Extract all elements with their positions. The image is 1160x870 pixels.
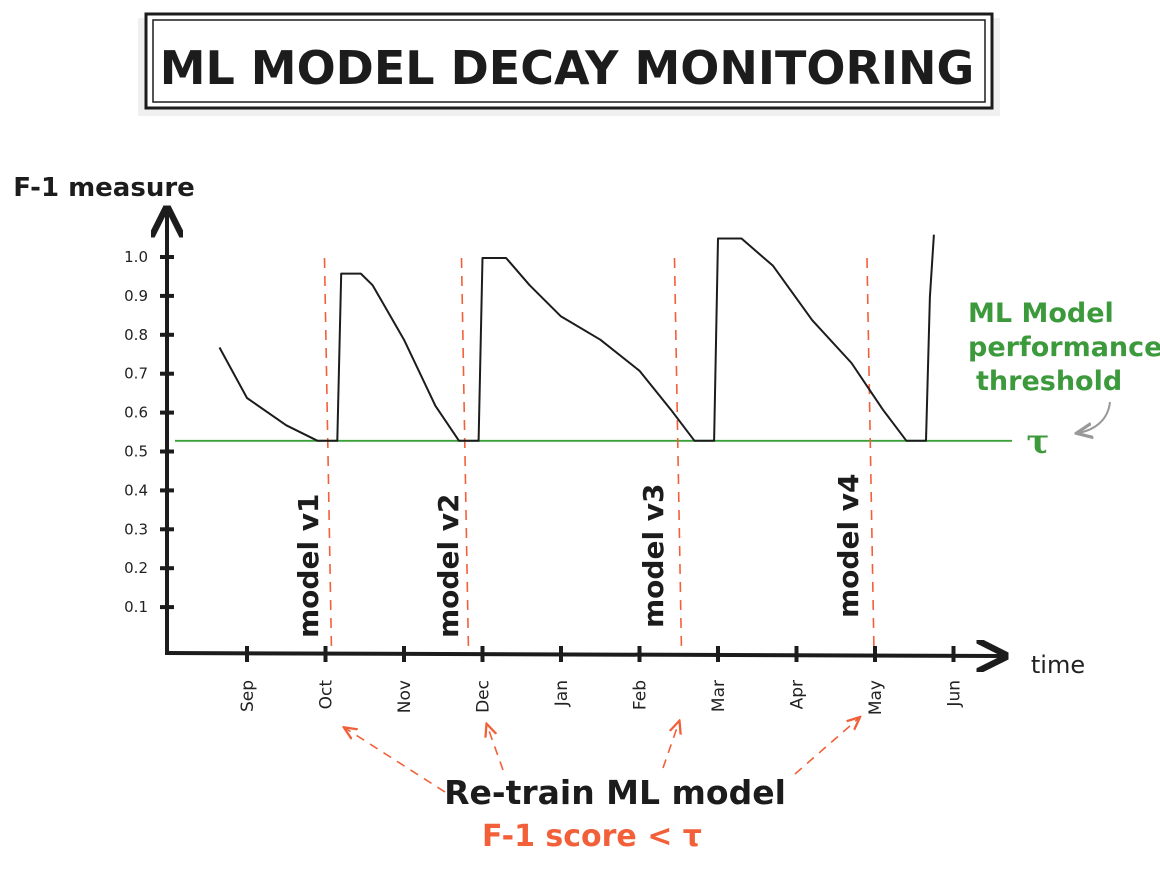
y-axis-label: F-1 measure — [13, 173, 195, 203]
model-label: model v1 — [292, 493, 325, 638]
title-inner-frame — [152, 19, 986, 103]
performance-curve — [218, 234, 935, 442]
y-ticks: 1.0 0.9 0.8 0.7 0.6 0.5 0.4 0.3 0.2 0.1 — [124, 248, 174, 616]
page-title: ML MODEL DECAY MONITORING — [160, 41, 975, 95]
title-frame — [144, 12, 994, 110]
y-tick-label: 0.2 — [124, 559, 148, 577]
threshold-note-arrow — [1078, 401, 1111, 433]
threshold-note: ML Model performance threshold — [968, 298, 1160, 397]
model-labels: model v1 model v2 model v3 model v4 — [292, 473, 865, 638]
condition-label: F-1 score < τ — [482, 819, 702, 854]
retrain-lines — [323, 257, 875, 653]
retrain-arrow-oct — [345, 728, 446, 793]
threshold-symbol: τ — [1027, 422, 1050, 462]
y-tick-label: 0.5 — [124, 443, 148, 461]
x-tick-label: Apr — [788, 680, 808, 709]
x-tick-label: Nov — [395, 680, 415, 713]
retrain-line — [460, 257, 470, 653]
x-axis-label: time — [1031, 651, 1085, 679]
y-tick-label: 0.3 — [124, 520, 148, 538]
x-tick-label: Feb — [631, 680, 651, 710]
model-label: model v3 — [637, 483, 670, 628]
retrain-line — [866, 257, 875, 653]
x-axis — [164, 653, 1002, 656]
y-tick-label: 0.6 — [124, 404, 148, 422]
retrain-arrow-may — [794, 718, 859, 775]
y-tick-label: 0.1 — [124, 598, 148, 616]
threshold-note-line-2: performance — [968, 332, 1160, 363]
axes: F-1 measure time — [13, 173, 1085, 679]
retrain-line — [673, 257, 683, 653]
title-box: ML MODEL DECAY MONITORING — [138, 12, 1000, 116]
retrain-line — [323, 257, 333, 653]
retrain-arrows — [345, 718, 859, 793]
model-label: model v2 — [432, 493, 465, 638]
x-tick-label: Jan — [552, 680, 572, 707]
x-tick-label: Oct — [317, 680, 337, 710]
retrain-label: Re-train ML model — [444, 773, 786, 812]
x-tick-label: Mar — [709, 680, 729, 712]
x-tick-label: Sep — [238, 680, 258, 712]
x-tick-label: Jun — [945, 680, 965, 708]
y-tick-label: 0.4 — [124, 481, 148, 499]
retrain-arrow-dec — [487, 725, 504, 771]
y-tick-label: 1.0 — [124, 248, 148, 266]
x-tick-label: May — [866, 680, 886, 715]
model-label: model v4 — [832, 473, 865, 618]
threshold-note-line-1: ML Model — [968, 298, 1114, 329]
x-ticks: Sep Oct Nov Dec Jan Feb Mar Apr May Jun — [238, 646, 965, 715]
x-tick-label: Dec — [474, 680, 494, 713]
y-tick-label: 0.8 — [124, 326, 148, 344]
retrain-arrow-feb — [662, 722, 679, 769]
threshold-note-line-3: threshold — [976, 366, 1122, 397]
y-tick-label: 0.7 — [124, 365, 148, 383]
y-tick-label: 0.9 — [124, 287, 148, 305]
